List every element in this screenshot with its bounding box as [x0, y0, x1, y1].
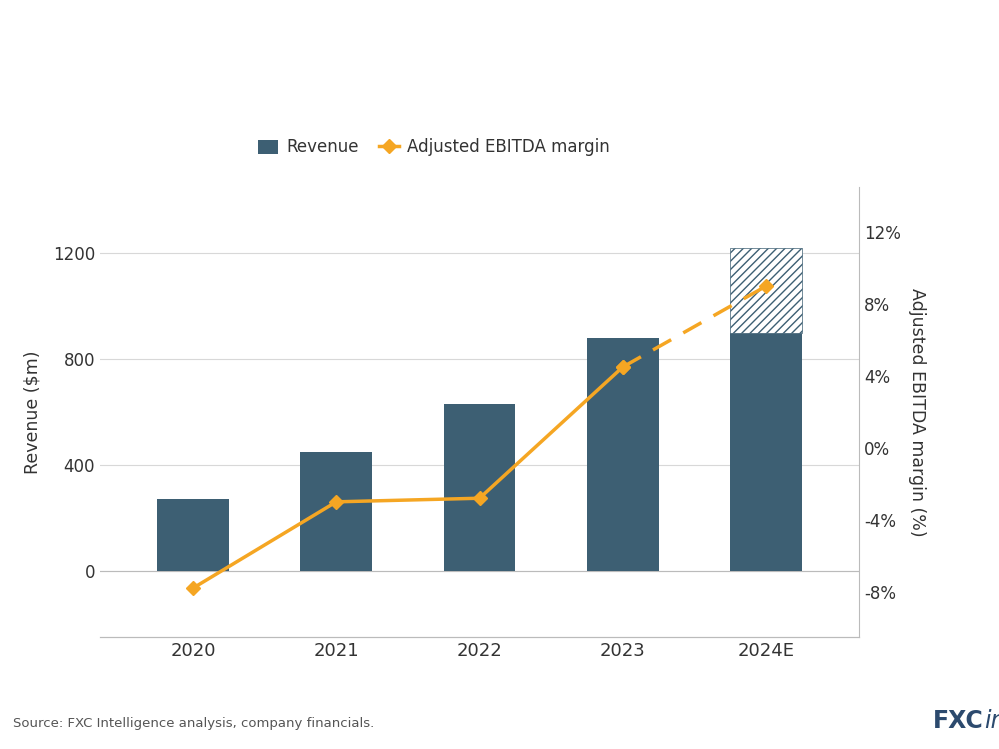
Text: Full-year revenue and adjusted EBITDA margin, 2020-2023 and 2024E: Full-year revenue and adjusted EBITDA ma…	[13, 84, 624, 102]
Bar	[730, 248, 802, 333]
Bar	[301, 452, 372, 571]
Y-axis label: Revenue ($m): Revenue ($m)	[24, 351, 42, 473]
Text: Source: FXC Intelligence analysis, company financials.: Source: FXC Intelligence analysis, compa…	[13, 718, 375, 730]
Text: Remitly increases FY 2024 outlook amid strong Q3 results: Remitly increases FY 2024 outlook amid s…	[13, 35, 879, 61]
Text: FXC: FXC	[933, 709, 984, 733]
Y-axis label: Adjusted EBITDA margin (%): Adjusted EBITDA margin (%)	[908, 288, 926, 536]
Bar	[587, 338, 658, 571]
Bar	[444, 404, 515, 571]
Bar	[730, 333, 802, 571]
Text: intelligence: intelligence	[984, 709, 999, 733]
Bar	[157, 499, 229, 571]
Legend: Revenue, Adjusted EBITDA margin: Revenue, Adjusted EBITDA margin	[258, 139, 610, 157]
